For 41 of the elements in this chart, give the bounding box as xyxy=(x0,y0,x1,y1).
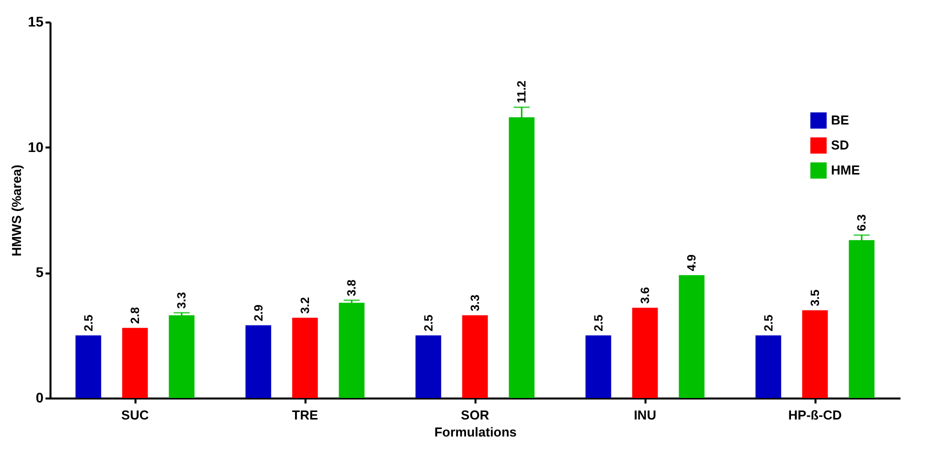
data-label: 6.3 xyxy=(854,214,869,232)
y-tick-label: 10 xyxy=(28,138,44,155)
y-axis-title: HMWS (%area) xyxy=(8,164,24,256)
data-label: 11.2 xyxy=(514,80,529,104)
bar xyxy=(416,335,442,398)
bar xyxy=(586,335,612,398)
data-label: 2.8 xyxy=(128,306,142,324)
bar xyxy=(76,335,102,398)
data-label: 2.5 xyxy=(421,314,436,332)
y-tick-label: 15 xyxy=(28,14,44,30)
bar xyxy=(462,315,488,398)
data-label: 3.3 xyxy=(174,292,189,309)
x-tick-label: SUC xyxy=(121,408,150,422)
legend-label: SD xyxy=(831,138,850,152)
data-label: 4.9 xyxy=(684,254,699,272)
data-label: 3.6 xyxy=(638,286,652,304)
data-label: 2.5 xyxy=(761,314,776,332)
legend-label: HME xyxy=(831,162,860,178)
x-tick-label: SOR xyxy=(460,408,490,422)
data-label: 3.2 xyxy=(298,296,312,314)
data-label: 3.3 xyxy=(468,294,482,312)
x-tick-label: TRE xyxy=(292,408,318,422)
legend-label: BE xyxy=(831,112,850,128)
data-label: 2.9 xyxy=(251,304,266,322)
bar xyxy=(756,335,782,398)
x-axis-title: Formulations xyxy=(434,424,517,440)
data-label: 3.8 xyxy=(344,279,359,296)
bar xyxy=(292,318,318,398)
bar xyxy=(678,275,704,398)
bar xyxy=(246,325,272,398)
x-tick-label: HP-ß-CD xyxy=(788,408,842,422)
bar xyxy=(802,310,828,398)
bar xyxy=(632,308,658,398)
bar xyxy=(848,240,874,398)
y-tick-label: 5 xyxy=(36,264,44,280)
bar xyxy=(122,328,148,398)
data-label: 2.5 xyxy=(81,314,96,332)
y-tick-label: 0 xyxy=(36,390,44,406)
data-label: 2.5 xyxy=(591,314,606,332)
data-label: 3.5 xyxy=(808,289,822,306)
x-tick-label: INU xyxy=(634,408,656,422)
